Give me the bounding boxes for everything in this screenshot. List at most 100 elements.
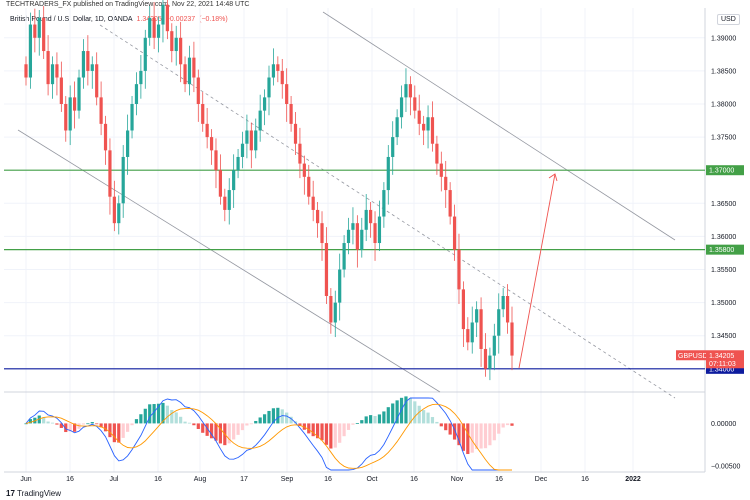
candle-body[interactable]	[510, 322, 514, 356]
candle-body[interactable]	[170, 31, 174, 52]
candle-body[interactable]	[99, 97, 103, 124]
signal-line[interactable]	[25, 403, 512, 471]
pair-name[interactable]: British Pound / U.S. Dollar, 1D, OANDA	[10, 16, 133, 23]
candle-body[interactable]	[267, 77, 271, 98]
candle-body[interactable]	[81, 51, 86, 78]
candle-body[interactable]	[422, 123, 426, 131]
candle-body[interactable]	[461, 289, 465, 330]
candle-body[interactable]	[360, 229, 364, 250]
candle-body[interactable]	[112, 196, 116, 224]
candle-body[interactable]	[161, 4, 165, 25]
candle-body[interactable]	[346, 229, 351, 244]
candle-body[interactable]	[236, 156, 240, 171]
candle-body[interactable]	[430, 117, 435, 144]
symbol-tag[interactable]	[676, 350, 706, 361]
candle-body[interactable]	[373, 223, 377, 244]
candle-body[interactable]	[33, 24, 37, 38]
candle-body[interactable]	[46, 51, 50, 85]
candle-body[interactable]	[201, 104, 205, 124]
candle-body[interactable]	[50, 64, 55, 85]
candle-body[interactable]	[448, 190, 452, 217]
candle-body[interactable]	[24, 64, 28, 78]
candle-body[interactable]	[470, 322, 474, 343]
candle-body[interactable]	[289, 104, 293, 124]
current-price-tag[interactable]	[706, 350, 744, 369]
candle-body[interactable]	[223, 196, 227, 210]
candle-body[interactable]	[90, 64, 94, 71]
candle-body[interactable]	[103, 123, 108, 151]
candle-body[interactable]	[64, 104, 68, 131]
candle-body[interactable]	[382, 190, 386, 217]
candle-body[interactable]	[342, 243, 346, 270]
candle-body[interactable]	[37, 17, 41, 38]
candle-body[interactable]	[505, 296, 510, 323]
candle-body[interactable]	[298, 143, 302, 164]
candle-body[interactable]	[249, 130, 253, 151]
candle-body[interactable]	[187, 57, 192, 85]
candle-body[interactable]	[285, 84, 289, 104]
candle-body[interactable]	[501, 296, 505, 310]
candle-body[interactable]	[377, 216, 382, 244]
candle-body[interactable]	[386, 156, 390, 191]
price-axis[interactable]: 1.39000 1.38500 1.38000 1.37500 1.37000 1.365…	[711, 35, 740, 470]
time-axis[interactable]: Jun 16 Jul 16 Aug 17 Sep 16 Oct 16 Nov 16 Dec 16 2022	[20, 476, 641, 483]
candle-body[interactable]	[218, 170, 222, 197]
candle-body[interactable]	[28, 24, 33, 78]
candle-body[interactable]	[68, 97, 72, 131]
candle-body[interactable]	[293, 123, 298, 144]
projection-arrow[interactable]	[518, 173, 558, 369]
candle-body[interactable]	[59, 77, 63, 104]
macd-line[interactable]	[25, 397, 512, 471]
candle-body[interactable]	[254, 130, 258, 151]
trend-channel[interactable]	[17, 11, 676, 399]
candle-body[interactable]	[196, 77, 200, 104]
candle-body[interactable]	[139, 70, 143, 85]
candle-body[interactable]	[435, 143, 439, 164]
candle-body[interactable]	[276, 64, 280, 71]
candle-body[interactable]	[271, 64, 276, 78]
candle-body[interactable]	[404, 84, 408, 98]
candle-body[interactable]	[395, 117, 399, 138]
candle-body[interactable]	[333, 302, 337, 323]
candle-body[interactable]	[444, 176, 448, 191]
projection-line[interactable]	[518, 173, 556, 369]
candle-body[interactable]	[439, 163, 443, 177]
candle-body[interactable]	[492, 335, 496, 356]
candle-body[interactable]	[165, 4, 169, 32]
candle-body[interactable]	[466, 329, 470, 343]
candle-body[interactable]	[258, 110, 262, 131]
channel-mid-line[interactable]	[99, 24, 676, 399]
candle-body[interactable]	[413, 97, 417, 111]
candle-body[interactable]	[121, 156, 125, 204]
candle-body[interactable]	[311, 196, 315, 210]
candle-body[interactable]	[324, 243, 329, 296]
candle-body[interactable]	[77, 77, 81, 111]
candle-body[interactable]	[426, 117, 430, 131]
candle-body[interactable]	[108, 150, 112, 197]
tradingview-logo[interactable]: 17 TradingView	[6, 489, 61, 498]
candle-body[interactable]	[209, 137, 214, 151]
candle-body[interactable]	[240, 143, 245, 157]
candle-body[interactable]	[95, 64, 99, 98]
candle-body[interactable]	[280, 70, 284, 85]
candle-body[interactable]	[148, 17, 152, 38]
candle-body[interactable]	[457, 249, 461, 290]
candle-body[interactable]	[179, 37, 183, 65]
candle-body[interactable]	[143, 37, 147, 71]
candle-body[interactable]	[55, 64, 59, 78]
candle-body[interactable]	[134, 84, 139, 104]
candle-body[interactable]	[408, 84, 412, 98]
candle-body[interactable]	[483, 348, 488, 369]
candle-body[interactable]	[399, 97, 404, 118]
candle-body[interactable]	[355, 223, 359, 250]
candle-body[interactable]	[174, 37, 178, 52]
candle-body[interactable]	[86, 51, 90, 71]
candle-body[interactable]	[205, 123, 209, 138]
candle-body[interactable]	[245, 130, 249, 144]
channel-lower-line[interactable]	[17, 129, 441, 393]
candle-body[interactable]	[214, 150, 218, 171]
candle-body[interactable]	[130, 104, 134, 131]
channel-upper-line[interactable]	[322, 11, 676, 241]
price-tag-1.34000[interactable]	[706, 363, 744, 374]
